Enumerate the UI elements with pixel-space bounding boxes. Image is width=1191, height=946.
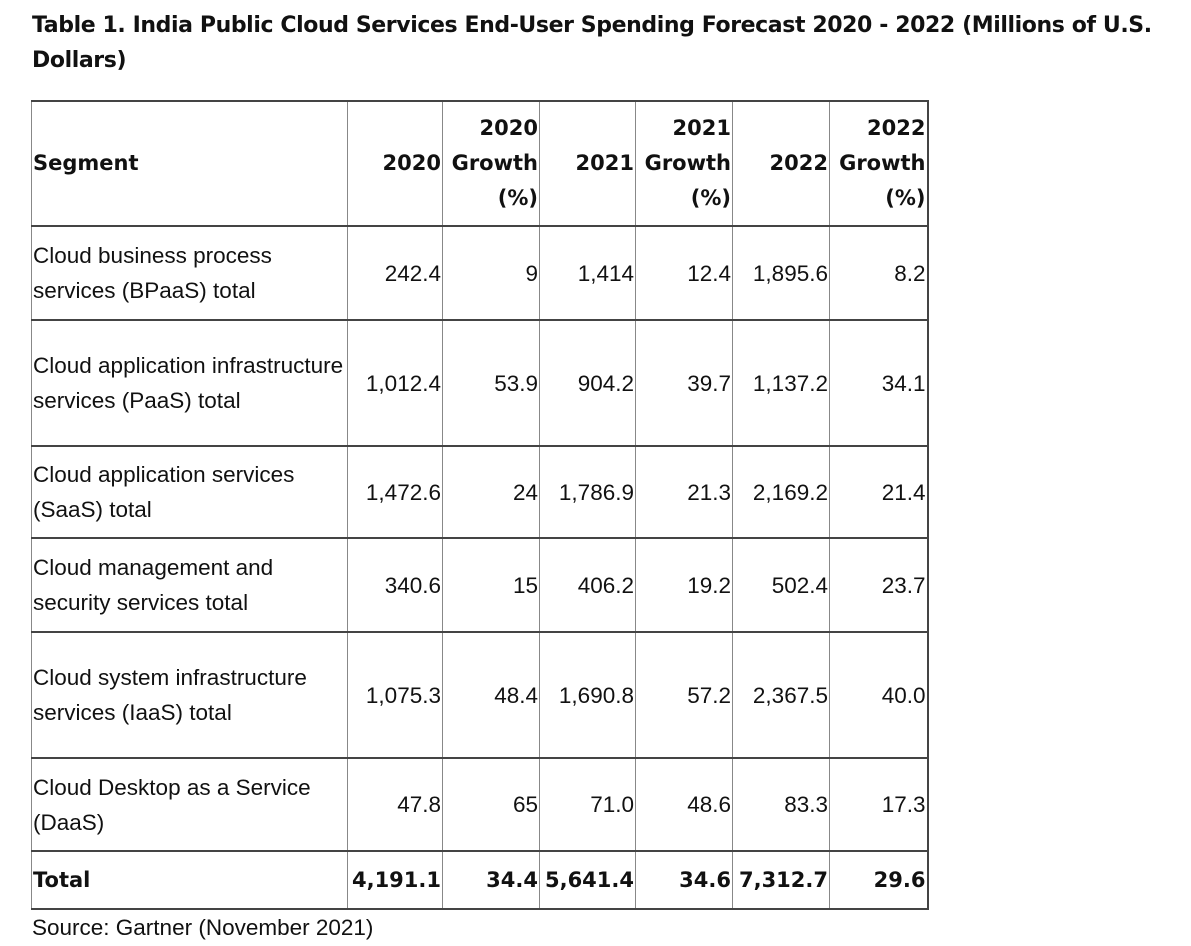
growth-2020-cell: 53.9 [442, 319, 540, 447]
total-2022-growth: 29.6 [829, 850, 929, 910]
growth-2021-cell: 48.6 [635, 757, 733, 852]
header-segment: Segment [31, 100, 348, 227]
growth-2020-cell: 9 [442, 225, 540, 321]
table-row: Cloud application infrastructure service… [31, 319, 929, 447]
segment-cell: Cloud business process services (BPaaS) … [31, 225, 348, 321]
spending-table: Segment 2020 2020 Growth (%) 2021 2021 G… [31, 100, 929, 910]
segment-cell: Cloud management and security services t… [31, 537, 348, 633]
value-2022-cell: 502.4 [732, 537, 830, 633]
header-2020: 2020 [347, 100, 443, 227]
growth-2022-cell: 23.7 [829, 537, 929, 633]
table-row: Cloud business process services (BPaaS) … [31, 225, 929, 321]
value-2020-cell: 1,012.4 [347, 319, 443, 447]
header-2021: 2021 [539, 100, 636, 227]
total-2020: 4,191.1 [347, 850, 443, 910]
growth-2021-cell: 19.2 [635, 537, 733, 633]
header-2020-growth-line2: Growth [451, 151, 538, 175]
header-2021-growth-line2: Growth [644, 151, 731, 175]
growth-2021-cell: 21.3 [635, 445, 733, 539]
header-row: Segment 2020 2020 Growth (%) 2021 2021 G… [31, 100, 929, 227]
table-row: Cloud Desktop as a Service (DaaS) 47.8 6… [31, 757, 929, 852]
segment-cell: Cloud system infrastructure services (Ia… [31, 631, 348, 759]
header-2021-growth-line1: 2021 [672, 116, 731, 140]
table-row: Cloud system infrastructure services (Ia… [31, 631, 929, 759]
value-2020-cell: 340.6 [347, 537, 443, 633]
header-2022-growth-line2: Growth [839, 151, 926, 175]
header-2022-growth-line3: (%) [885, 186, 926, 210]
value-2022-cell: 83.3 [732, 757, 830, 852]
growth-2022-cell: 17.3 [829, 757, 929, 852]
value-2021-cell: 1,786.9 [539, 445, 636, 539]
segment-cell: Cloud application services (SaaS) total [31, 445, 348, 539]
header-2021-growth: 2021 Growth (%) [635, 100, 733, 227]
growth-2020-cell: 24 [442, 445, 540, 539]
growth-2021-cell: 39.7 [635, 319, 733, 447]
growth-2020-cell: 65 [442, 757, 540, 852]
header-2020-growth: 2020 Growth (%) [442, 100, 540, 227]
table-row: Cloud management and security services t… [31, 537, 929, 633]
growth-2022-cell: 21.4 [829, 445, 929, 539]
growth-2020-cell: 48.4 [442, 631, 540, 759]
value-2020-cell: 242.4 [347, 225, 443, 321]
value-2020-cell: 1,472.6 [347, 445, 443, 539]
segment-cell: Cloud Desktop as a Service (DaaS) [31, 757, 348, 852]
value-2022-cell: 2,367.5 [732, 631, 830, 759]
growth-2021-cell: 57.2 [635, 631, 733, 759]
segment-cell: Cloud application infrastructure service… [31, 319, 348, 447]
value-2021-cell: 406.2 [539, 537, 636, 633]
table-row: Cloud application services (SaaS) total … [31, 445, 929, 539]
header-2022: 2022 [732, 100, 830, 227]
value-2021-cell: 1,690.8 [539, 631, 636, 759]
value-2022-cell: 1,895.6 [732, 225, 830, 321]
growth-2022-cell: 8.2 [829, 225, 929, 321]
header-2022-growth-line1: 2022 [867, 116, 926, 140]
header-2021-growth-line3: (%) [690, 186, 731, 210]
growth-2022-cell: 34.1 [829, 319, 929, 447]
header-2022-growth: 2022 Growth (%) [829, 100, 929, 227]
header-2020-growth-line1: 2020 [479, 116, 538, 140]
total-row: Total 4,191.1 34.4 5,641.4 34.6 7,312.7 … [31, 850, 929, 910]
value-2020-cell: 1,075.3 [347, 631, 443, 759]
value-2021-cell: 71.0 [539, 757, 636, 852]
value-2021-cell: 1,414 [539, 225, 636, 321]
total-2020-growth: 34.4 [442, 850, 540, 910]
value-2022-cell: 2,169.2 [732, 445, 830, 539]
value-2022-cell: 1,137.2 [732, 319, 830, 447]
total-2021: 5,641.4 [539, 850, 636, 910]
growth-2021-cell: 12.4 [635, 225, 733, 321]
table-title: Table 1. India Public Cloud Services End… [32, 13, 1152, 73]
total-2021-growth: 34.6 [635, 850, 733, 910]
value-2021-cell: 904.2 [539, 319, 636, 447]
value-2020-cell: 47.8 [347, 757, 443, 852]
total-2022: 7,312.7 [732, 850, 830, 910]
source-note: Source: Gartner (November 2021) [32, 915, 374, 940]
growth-2020-cell: 15 [442, 537, 540, 633]
total-label: Total [31, 850, 348, 910]
header-2020-growth-line3: (%) [497, 186, 538, 210]
growth-2022-cell: 40.0 [829, 631, 929, 759]
